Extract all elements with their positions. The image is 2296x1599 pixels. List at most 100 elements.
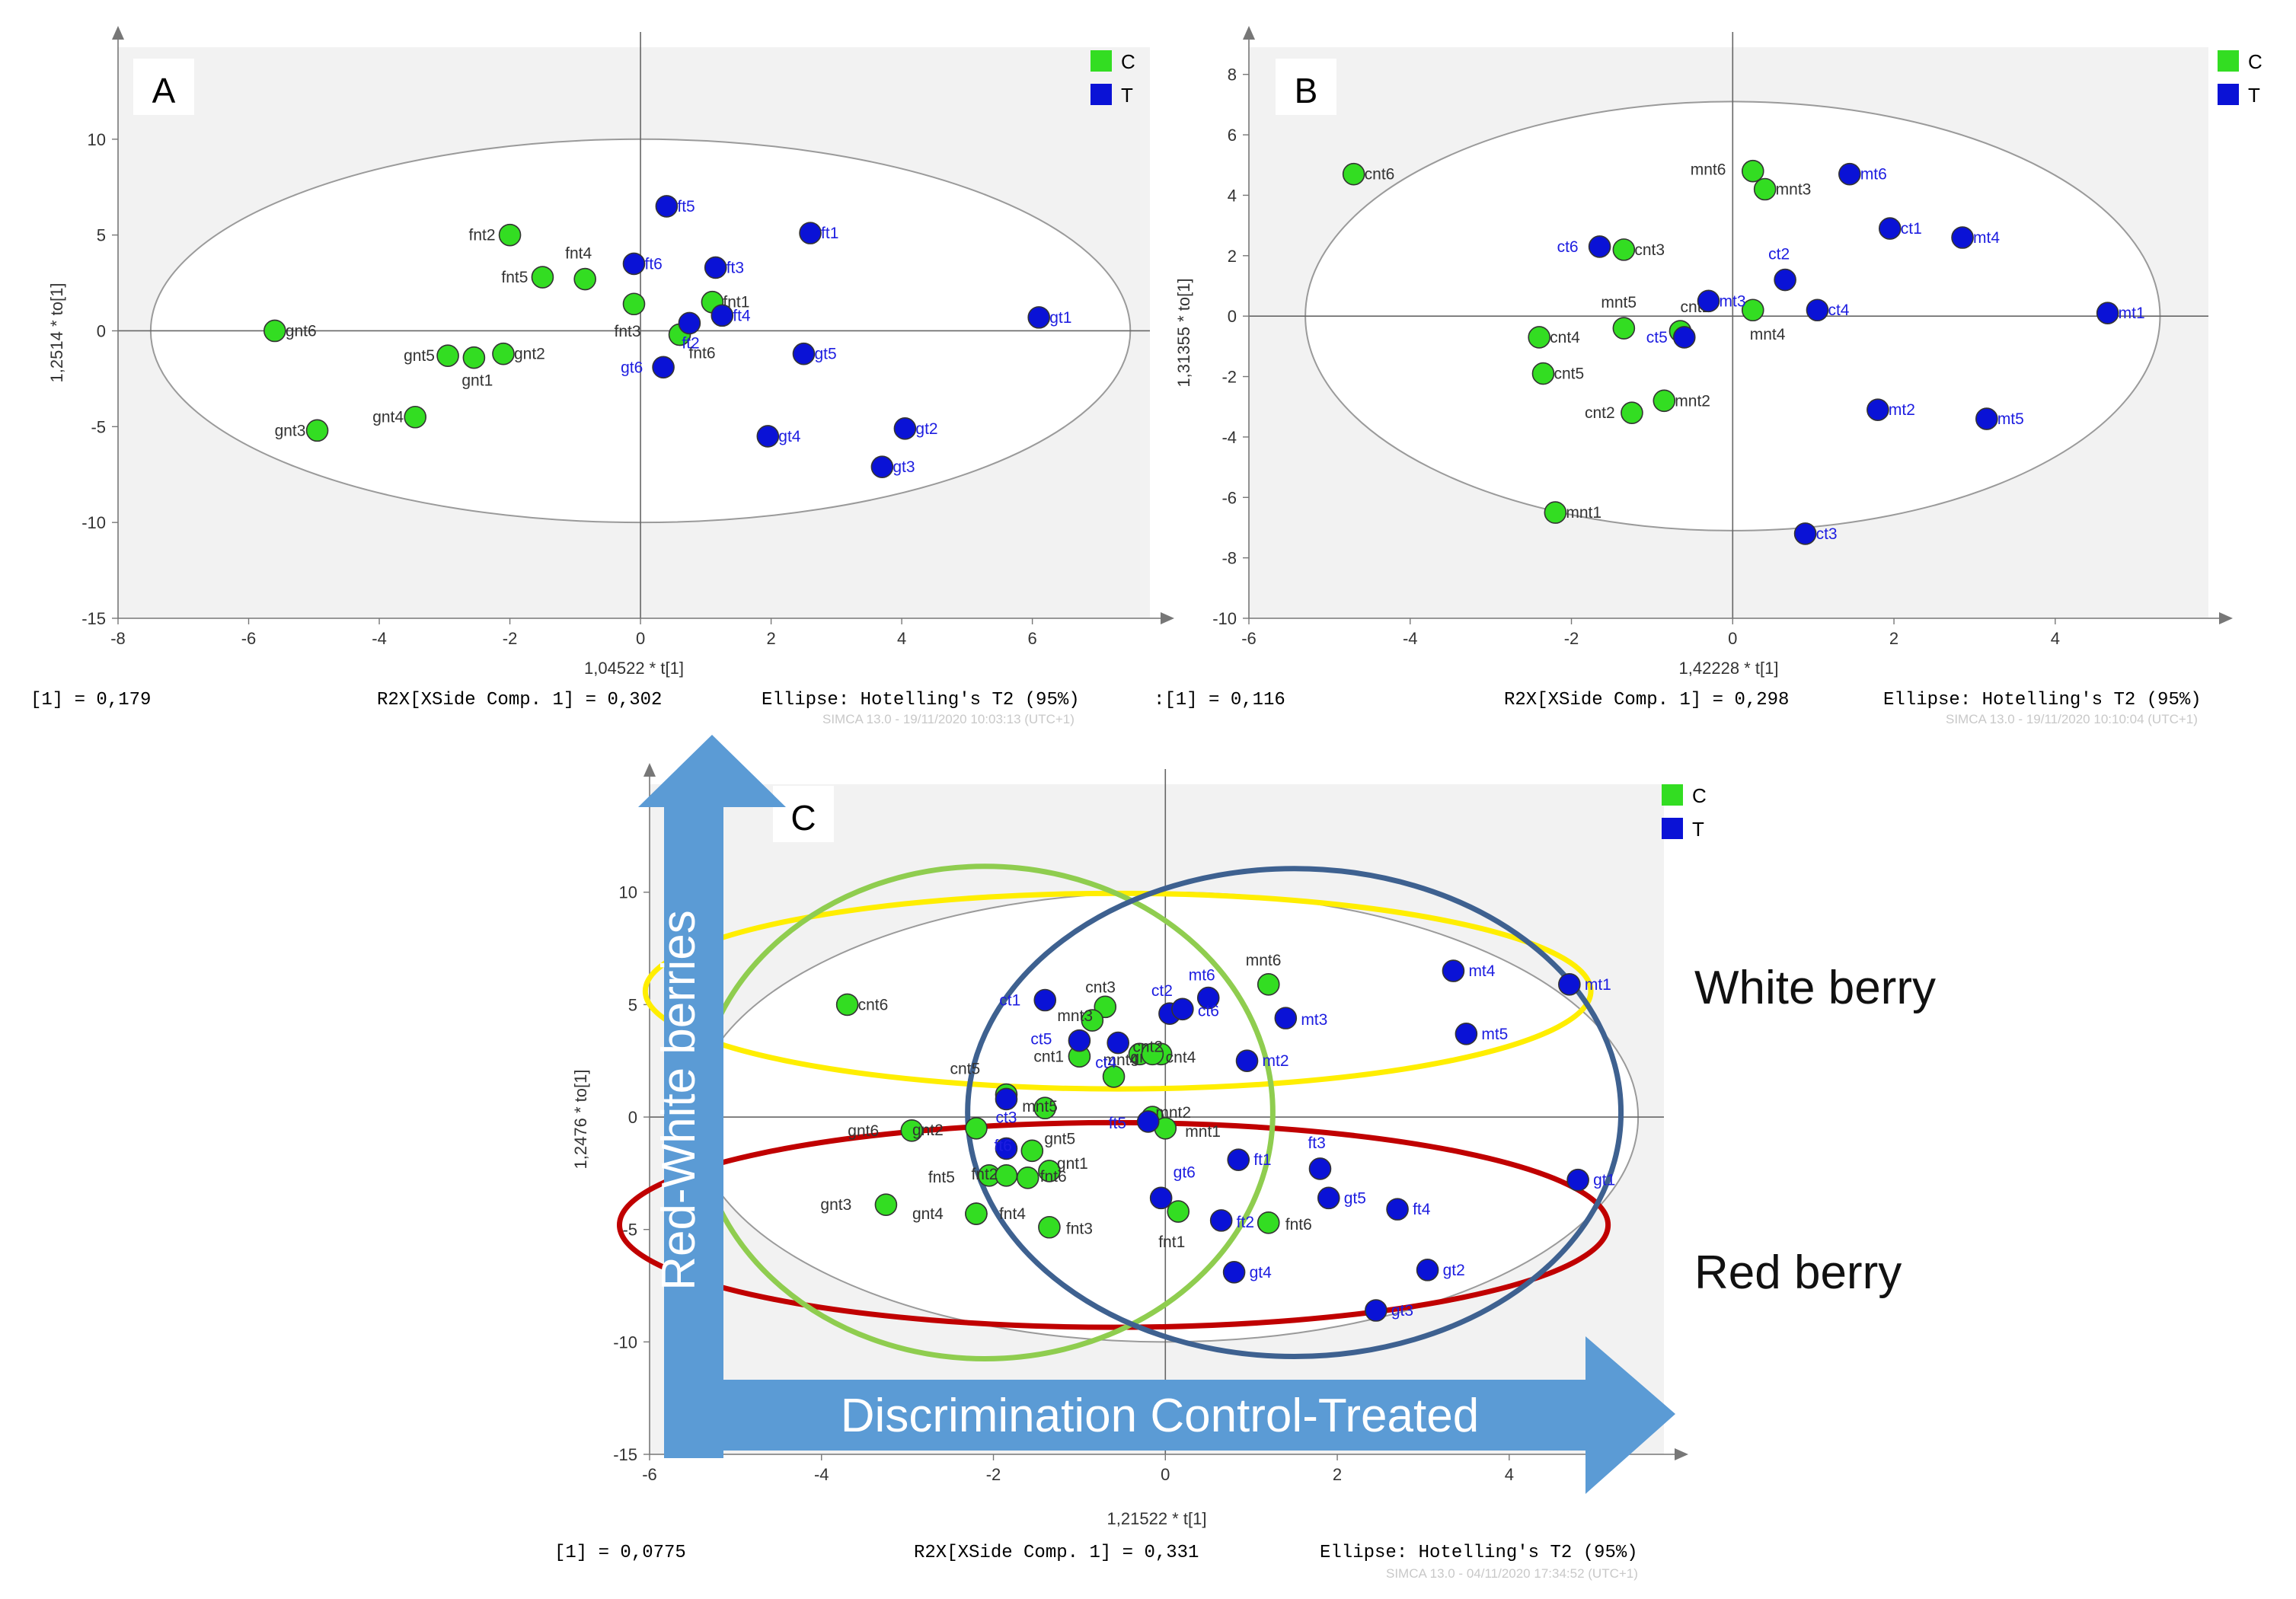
point-mt4 (1442, 959, 1465, 982)
point-label-fnt3: fnt3 (615, 323, 641, 340)
panel-b: -6 -4 -2 0 2 4 -10 -8 -6 -4 -2 0 2 4 6 8 1,42228 * t[1] 1… (1154, 26, 2262, 726)
point-label-cnt5: cnt5 (1554, 365, 1584, 383)
x-axis-label: 1,04522 * t[1] (584, 659, 684, 678)
y-tick-label: 8 (1228, 65, 1237, 85)
point-label-gt3: gt3 (1391, 1302, 1413, 1320)
point-ft2 (678, 311, 701, 335)
point-mnt2 (1653, 389, 1676, 413)
x-tick-label: 2 (766, 629, 775, 648)
point-label-ct2: ct2 (1151, 982, 1173, 1000)
point-label-fnt1: fnt1 (1158, 1234, 1185, 1251)
point-label-ft4: ft4 (1413, 1201, 1431, 1218)
x-tick-label: 2 (1889, 629, 1898, 648)
x-tick-label: 6 (1028, 629, 1037, 648)
point-label-fnt3: fnt3 (1066, 1221, 1093, 1238)
red-berry-label: Red berry (1694, 1246, 1902, 1299)
x-axis-arrow (1161, 612, 1174, 624)
point-gt2 (1416, 1259, 1439, 1281)
point-label-mt5: mt5 (1481, 1026, 1508, 1043)
point-label-ft5: ft5 (1109, 1115, 1126, 1132)
point-label-fnt1: fnt1 (723, 294, 749, 311)
point-ft3 (704, 256, 727, 279)
legend-label-T: T (1121, 84, 1133, 107)
point-ct1 (1878, 217, 1902, 240)
point-label-gt1: gt1 (1593, 1172, 1615, 1189)
point-label-ct2: ct2 (1768, 246, 1790, 263)
point-ft6 (995, 1137, 1018, 1160)
panel-letter-box (1276, 59, 1336, 115)
point-gt4 (1222, 1261, 1246, 1284)
footer-ellipse: Ellipse: Hotelling's T2 (95%) (1883, 690, 2202, 710)
point-ct4 (1806, 298, 1829, 322)
legend-swatch-T (1662, 818, 1683, 839)
point-label-fnt4: fnt4 (565, 245, 592, 263)
point-mt6 (1196, 986, 1220, 1010)
point-label-ct3: ct3 (995, 1109, 1017, 1126)
point-gt2 (893, 417, 917, 440)
point-mnt1 (1544, 501, 1567, 524)
point-label-cnt6: cnt6 (1365, 166, 1395, 184)
y-axis-label: 1,2514 * to[1] (47, 283, 66, 383)
y-tick-label: -4 (1221, 428, 1237, 447)
legend-swatch-C (1091, 50, 1112, 72)
point-label-ft3: ft3 (726, 259, 744, 276)
point-fnt3 (1038, 1215, 1061, 1239)
point-fnt6 (1016, 1166, 1039, 1189)
y-tick-label: 6 (1228, 126, 1237, 145)
point-label-gt6: gt6 (621, 359, 643, 376)
point-label-gt3: gt3 (893, 458, 915, 476)
legend-swatch-C (1662, 784, 1683, 806)
point-ft1 (799, 222, 822, 244)
point-label-ft2: ft2 (1237, 1214, 1254, 1231)
point-label-mt1: mt1 (2119, 305, 2145, 322)
legend-label-C: C (1121, 50, 1135, 73)
point-cnt2 (1621, 401, 1643, 424)
point-label-ct5: ct5 (1646, 329, 1668, 346)
point-mt4 (1951, 226, 1974, 249)
point-label-gt5: gt5 (814, 346, 836, 363)
point-cnt6 (1342, 162, 1365, 186)
point-label-gnt4: gnt4 (372, 409, 404, 426)
point-ct6 (1171, 997, 1194, 1021)
point-label-fnt2: fnt2 (469, 227, 496, 244)
point-label-cnt2: cnt2 (1585, 404, 1615, 422)
point-label-mnt4: mnt4 (1103, 1052, 1139, 1069)
legend-label-C: C (2248, 50, 2262, 73)
y-tick-label: -8 (1221, 549, 1237, 568)
x-tick-label: 0 (1161, 1465, 1170, 1484)
point-label-gnt5: gnt5 (1044, 1130, 1075, 1147)
point-fnt3 (622, 292, 646, 316)
point-gnt1 (1038, 1160, 1061, 1182)
y-axis-arrow (1243, 26, 1255, 40)
point-label-mt2: mt2 (1889, 401, 1915, 419)
point-label-fnt6: fnt6 (689, 345, 716, 362)
panel-letter: C (790, 798, 816, 838)
point-ct6 (1588, 235, 1611, 258)
x-tick-label: 4 (1505, 1465, 1514, 1484)
point-fnt4 (573, 267, 596, 291)
panel-letter-box (133, 59, 194, 115)
point-label-mt2: mt2 (1263, 1052, 1289, 1070)
point-label-gnt1: gnt1 (461, 372, 493, 390)
point-label-ft1: ft1 (821, 225, 838, 242)
footer-r2x: R2X[XSide Comp. 1] = 0,331 (914, 1543, 1199, 1563)
footer-r2x: R2X[XSide Comp. 1] = 0,298 (1504, 690, 1789, 710)
point-label-mnt2: mnt2 (1675, 392, 1710, 410)
y-tick-label: -15 (613, 1445, 637, 1464)
point-label-mt1: mt1 (1585, 976, 1611, 994)
point-gnt6 (900, 1119, 924, 1142)
legend-label-T: T (2248, 84, 2260, 107)
y-tick-label: -10 (613, 1332, 637, 1352)
point-label-cnt2: cnt2 (1132, 1038, 1163, 1055)
x-tick-label: -4 (1403, 629, 1418, 648)
y-axis-label: 1,2476 * to[1] (571, 1070, 590, 1170)
point-mt5 (1975, 407, 1998, 430)
y-tick-label: 10 (619, 883, 637, 902)
y-axis-label: 1,31355 * to[1] (1174, 278, 1193, 387)
point-label-mt3: mt3 (1720, 292, 1746, 310)
point-label-gnt5: gnt5 (404, 347, 435, 365)
point-label-mt6: mt6 (1860, 166, 1887, 184)
point-label-fnt2: fnt2 (971, 1166, 998, 1183)
point-ft3 (1308, 1157, 1332, 1180)
point-fnt6b (1257, 1211, 1280, 1234)
